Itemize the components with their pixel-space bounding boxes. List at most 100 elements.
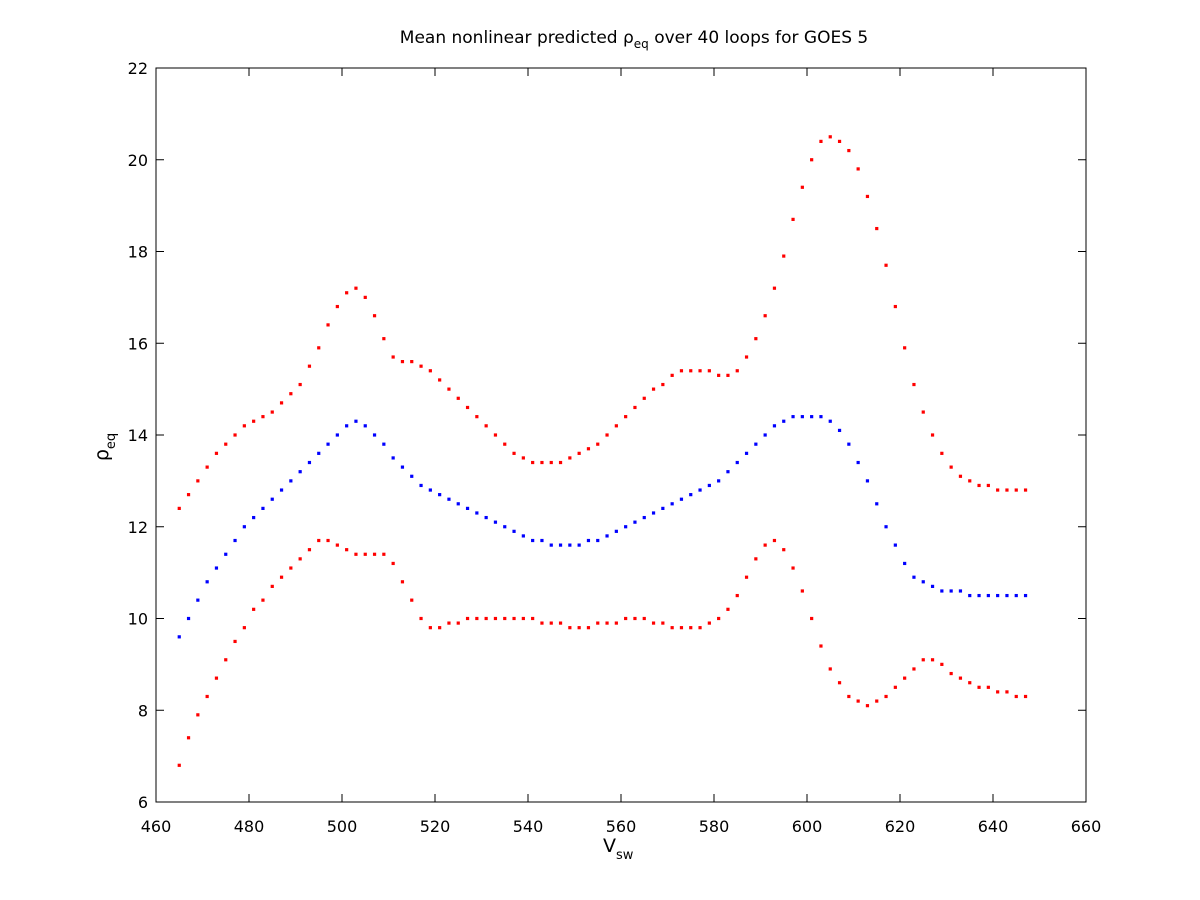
data-point: [475, 415, 479, 419]
data-point: [996, 488, 1000, 492]
data-point: [661, 382, 665, 387]
data-point: [354, 286, 358, 290]
data-point: [503, 616, 507, 621]
data-point: [345, 548, 349, 552]
data-point: [977, 685, 981, 689]
data-point: [177, 763, 181, 767]
data-point: [642, 616, 646, 621]
data-point: [326, 538, 330, 543]
data-point: [726, 607, 730, 611]
data-point: [800, 589, 804, 593]
data-point: [893, 543, 897, 547]
data-point: [735, 460, 739, 465]
x-tick-label: 520: [420, 817, 451, 836]
data-point: [224, 658, 228, 662]
data-point: [298, 557, 302, 561]
data-point: [605, 534, 609, 538]
data-point: [605, 433, 609, 437]
data-point: [391, 355, 395, 359]
data-point: [837, 139, 842, 143]
data-point: [540, 460, 544, 465]
plot-area: [177, 135, 1028, 767]
data-point: [289, 392, 293, 396]
data-point: [242, 525, 246, 529]
data-point: [531, 538, 535, 543]
data-point: [335, 433, 339, 437]
data-point: [707, 621, 711, 625]
data-point: [484, 616, 488, 621]
data-point: [875, 699, 879, 703]
x-tick-label: 600: [792, 817, 823, 836]
data-point: [912, 382, 916, 387]
data-point: [540, 538, 544, 543]
data-point: [624, 616, 628, 621]
data-point: [903, 676, 907, 680]
data-point: [372, 552, 377, 556]
data-point: [670, 502, 674, 506]
chart-title: Mean nonlinear predicted ρeq over 40 loo…: [400, 28, 868, 51]
data-point: [270, 497, 274, 501]
data-point: [921, 580, 925, 584]
data-point: [549, 543, 553, 547]
data-point: [633, 616, 637, 621]
data-point: [438, 626, 442, 630]
data-point: [391, 456, 395, 460]
data-point: [791, 217, 795, 221]
x-tick-label: 660: [1071, 817, 1102, 836]
data-point: [205, 694, 209, 699]
data-point: [605, 621, 609, 625]
data-point: [986, 685, 990, 689]
data-point: [512, 529, 516, 533]
data-point: [865, 704, 870, 708]
data-point: [717, 616, 721, 621]
data-point: [837, 428, 842, 433]
data-point: [540, 621, 544, 625]
data-point: [493, 616, 498, 621]
data-point: [1023, 488, 1028, 492]
data-point: [252, 607, 256, 611]
data-point: [512, 616, 516, 621]
x-tick-label: 500: [327, 817, 358, 836]
data-point: [382, 552, 386, 556]
data-point: [772, 286, 777, 290]
data-point: [958, 474, 963, 478]
data-point: [642, 515, 646, 520]
data-point: [382, 442, 386, 446]
data-point: [261, 506, 265, 510]
data-point: [307, 548, 312, 552]
data-point: [438, 493, 442, 497]
data-point: [577, 543, 581, 547]
data-point: [531, 460, 535, 465]
data-point: [1014, 593, 1018, 598]
data-point: [847, 694, 851, 699]
y-tick-label: 8: [138, 701, 148, 720]
data-point: [791, 415, 795, 419]
data-point: [800, 415, 804, 419]
x-tick-label: 460: [141, 817, 172, 836]
data-point: [875, 226, 879, 231]
data-point: [828, 667, 832, 671]
data-point: [968, 681, 972, 685]
x-axis-label-subscript: sw: [616, 848, 634, 863]
data-point: [698, 488, 702, 492]
data-point: [196, 598, 200, 602]
data-point: [372, 314, 377, 318]
data-point: [270, 584, 274, 588]
data-point: [930, 658, 935, 662]
data-point: [233, 639, 237, 644]
data-point: [949, 671, 953, 676]
data-point: [447, 387, 451, 391]
data-point: [419, 364, 423, 368]
data-point: [177, 635, 181, 639]
data-point: [624, 415, 628, 419]
data-point: [977, 483, 981, 488]
data-point: [428, 488, 432, 492]
data-point: [521, 616, 525, 621]
data-point: [382, 337, 386, 341]
data-point: [726, 373, 730, 377]
data-point: [986, 483, 990, 488]
x-tick-label: 560: [606, 817, 637, 836]
data-point: [968, 593, 972, 598]
data-point: [717, 373, 721, 377]
data-point: [679, 626, 684, 630]
